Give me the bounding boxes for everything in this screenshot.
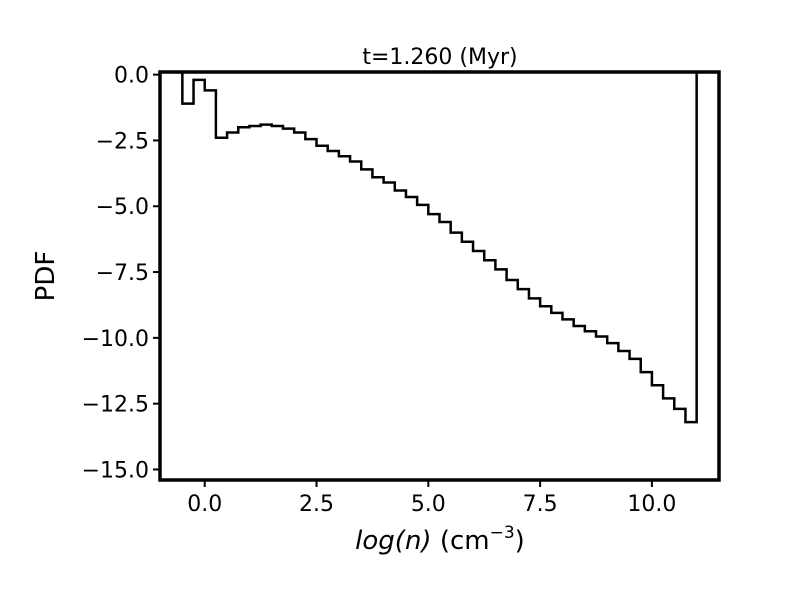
x-axis-label: log(n) (cm−3) — [355, 523, 525, 556]
plot-frame — [158, 70, 721, 482]
y-tick-label: −15.0 — [82, 458, 149, 483]
y-axis-label: PDF — [31, 251, 61, 302]
x-tick-label: 7.5 — [523, 492, 558, 517]
x-tick-label: 0.0 — [187, 492, 222, 517]
x-axis-label-close: ) — [419, 526, 431, 556]
x-axis-label-var: n — [405, 526, 421, 556]
y-tick-label: −2.5 — [96, 129, 149, 154]
y-tick-label: −10.0 — [82, 327, 149, 352]
x-axis-label-unit: (cm — [432, 526, 490, 556]
y-tick-label: −5.0 — [96, 195, 149, 220]
y-tick-label: 0.0 — [114, 64, 149, 89]
x-axis-label-exponent: −3 — [490, 523, 515, 543]
x-tick-label: 2.5 — [299, 492, 334, 517]
ticks-layer: 0.0 2.5 5.0 7.5 10.0 0.0 −2.5 −5.0 −7.5 −10.0 −12.… — [82, 64, 677, 517]
chart-title: t=1.260 (Myr) — [362, 45, 517, 70]
y-tick-label: −7.5 — [96, 261, 149, 286]
x-axis-label-end: ) — [515, 526, 525, 556]
x-axis-label-prefix: log( — [355, 526, 407, 556]
x-tick-label: 5.0 — [411, 492, 446, 517]
pdf-series-line — [181, 72, 698, 424]
y-tick-label: −12.5 — [82, 393, 149, 418]
x-tick-label: 10.0 — [627, 492, 676, 517]
